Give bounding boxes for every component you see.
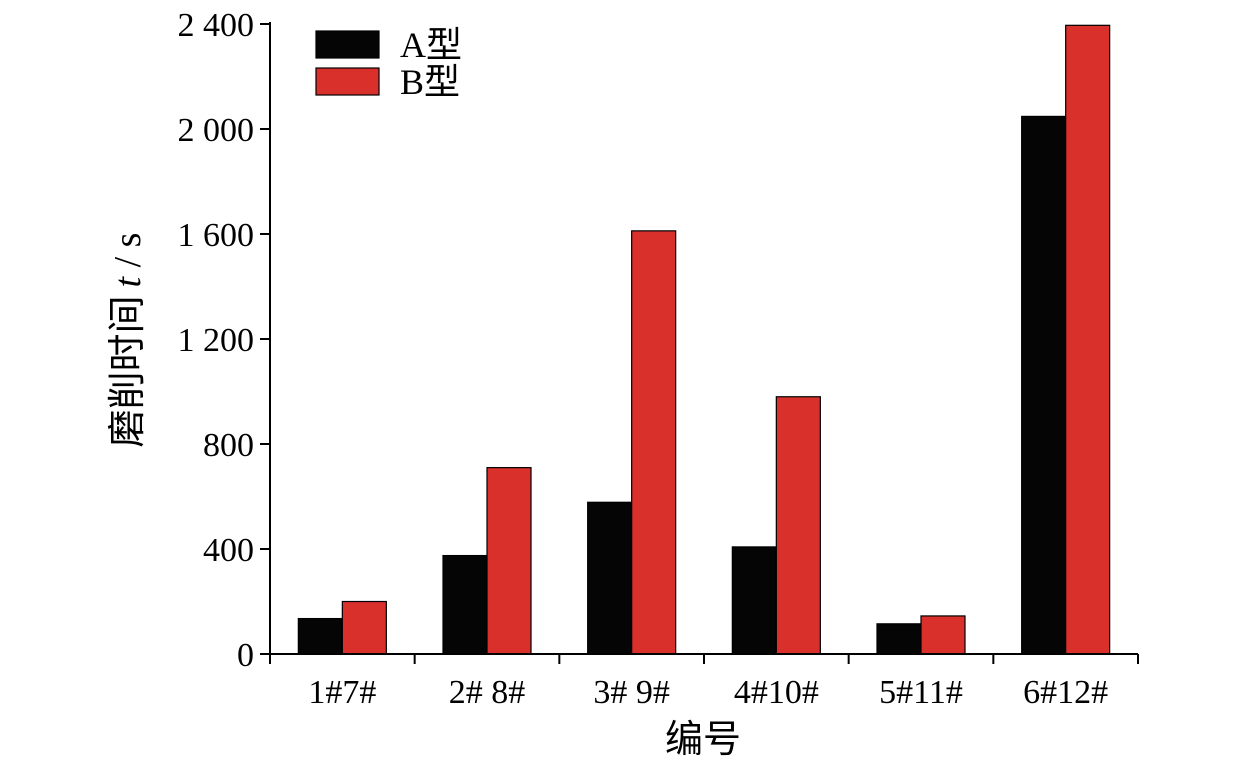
x-tick-label: 5#11# <box>879 674 963 711</box>
bar-a-5 <box>876 623 922 655</box>
x-tick-label: 6#12# <box>1023 674 1108 711</box>
x-axis-title: 编号 <box>665 719 741 761</box>
y-tick-label: 800 <box>203 427 254 464</box>
bar-a-4 <box>731 546 777 655</box>
y-axis-title-text: 磨削时间 <box>107 295 149 447</box>
legend-label-b: B型 <box>400 62 460 102</box>
bars-group <box>297 24 1111 655</box>
x-tick-label: 4#10# <box>734 674 819 711</box>
bar-a-3 <box>587 501 633 655</box>
y-axis-title: 磨削时间 t / s <box>107 233 149 448</box>
y-tick-label: 0 <box>237 637 254 674</box>
y-tick-label: 1 200 <box>178 322 255 359</box>
y-tick-label: 2 000 <box>178 112 255 149</box>
bar-b-5 <box>920 615 966 655</box>
y-tick-label: 2 400 <box>178 7 255 44</box>
legend-label-a: A型 <box>400 25 462 65</box>
x-tick-label: 1#7# <box>308 674 376 711</box>
bar-b-1 <box>341 600 387 655</box>
x-tick-label: 3# 9# <box>593 674 670 711</box>
y-tick-label: 400 <box>203 532 254 569</box>
axes-group: 0 400 800 1 200 1 600 2 000 2 400 1#7# 2# 8# 3# 9… <box>178 7 1139 711</box>
bar-b-6 <box>1065 24 1111 655</box>
y-axis-title-unit: / s <box>107 233 149 277</box>
bar-b-4 <box>775 396 821 655</box>
bar-a-6 <box>1021 115 1067 655</box>
y-tick-label: 1 600 <box>178 217 255 254</box>
bar-a-2 <box>442 554 488 655</box>
bar-b-2 <box>486 467 532 655</box>
x-tick-label: 2# 8# <box>449 674 526 711</box>
legend-swatch-b <box>315 67 380 96</box>
legend-swatch-a <box>315 30 380 59</box>
bar-a-1 <box>297 617 343 655</box>
bar-b-3 <box>631 230 677 655</box>
y-axis-title-var: t <box>107 275 149 287</box>
